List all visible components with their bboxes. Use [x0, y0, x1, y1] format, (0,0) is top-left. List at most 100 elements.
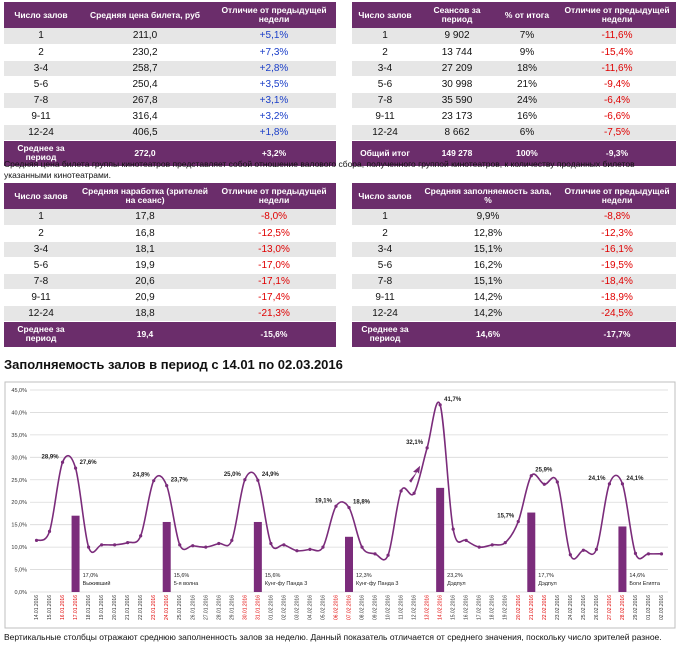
- table-row: 2 230,2 +7,3%: [4, 44, 336, 61]
- total-row: Среднее за период 19,4 -15,6%: [4, 321, 336, 348]
- table-row: 12-24 14,2% -24,5%: [352, 305, 676, 322]
- week-bar: [527, 512, 536, 592]
- table-cell: 3-4: [352, 241, 418, 258]
- table-cell: -24,5%: [558, 305, 676, 322]
- table-row: 3-4 18,1 -13,0%: [4, 241, 336, 258]
- total-cell: Общий итог: [352, 140, 418, 167]
- bar-film-label: Выживший: [83, 580, 111, 587]
- x-tick-label: 11.02.2016: [399, 595, 405, 620]
- footnote: Вертикальные столбцы отражают среднюю за…: [4, 632, 662, 642]
- total-cell: 14,6%: [418, 321, 558, 348]
- table-cell: 211,0: [78, 28, 212, 45]
- point-label: 23,7%: [171, 478, 189, 484]
- table-cell: 6%: [496, 124, 558, 141]
- x-tick-label: 28.02.2016: [620, 595, 626, 620]
- table-row: 5-6 19,9 -17,0%: [4, 257, 336, 274]
- table-row: 5-6 16,2% -19,5%: [352, 257, 676, 274]
- total-row: Среднее за период 272,0 +3,2%: [4, 140, 336, 167]
- table-cell: 5-6: [352, 76, 418, 93]
- table-cell: 3-4: [352, 60, 418, 77]
- table-row: 2 16,8 -12,5%: [4, 225, 336, 242]
- x-tick-label: 27.01.2016: [203, 595, 209, 620]
- sessions-table: Число залов Сеансов за период % от итога…: [352, 2, 676, 167]
- data-point: [620, 482, 625, 486]
- data-point: [594, 547, 598, 551]
- table-cell: 16%: [496, 108, 558, 125]
- y-tick-label: 10,0%: [11, 545, 27, 551]
- table-cell: 17,8: [78, 209, 212, 226]
- table-cell: 267,8: [78, 92, 212, 109]
- table-cell: 7%: [496, 28, 558, 45]
- price-header-price: Средняя цена билета, руб: [78, 2, 212, 28]
- table-cell: 9-11: [352, 289, 418, 306]
- x-tick-label: 02.02.2016: [281, 595, 287, 620]
- load-header-avg: Средняя наработка (зрителей на сеанс): [78, 183, 212, 209]
- occupancy-line: [36, 401, 662, 561]
- x-tick-label: 15.01.2016: [47, 595, 53, 620]
- table-cell: 5-6: [352, 257, 418, 274]
- table-cell: -15,4%: [558, 44, 676, 61]
- x-tick-label: 25.02.2016: [581, 595, 587, 620]
- table-cell: 9,9%: [418, 209, 558, 226]
- table-cell: 18,8: [78, 305, 212, 322]
- sessions-header-pct: % от итога: [496, 2, 558, 28]
- table-cell: -18,4%: [558, 273, 676, 290]
- table-cell: 13 744: [418, 44, 496, 61]
- occupancy-header-avg: Средняя заполняемость зала, %: [418, 183, 558, 209]
- table-cell: 2: [352, 225, 418, 242]
- price-note: Средняя цена билета группы кинотеатров п…: [4, 159, 635, 180]
- table-cell: 30 998: [418, 76, 496, 93]
- table-cell: +2,8%: [212, 60, 336, 77]
- bar-value-label: 15,6%: [265, 573, 281, 579]
- table-cell: 23 173: [418, 108, 496, 125]
- bar-film-label: Кунг-фу Панда 3: [265, 581, 307, 587]
- sessions-header-count: Сеансов за период: [418, 2, 496, 28]
- load-header-diff: Отличие от предыдущей недели: [212, 183, 336, 209]
- table-cell: 12,8%: [418, 225, 558, 242]
- x-tick-label: 07.02.2016: [347, 595, 353, 620]
- x-tick-label: 17.02.2016: [477, 595, 483, 620]
- x-tick-label: 03.02.2016: [294, 595, 300, 620]
- data-point: [347, 506, 351, 510]
- x-tick-label: 17.01.2016: [73, 595, 79, 620]
- table-row: 5-6 250,4 +3,5%: [4, 76, 336, 93]
- table-cell: -11,6%: [558, 28, 676, 45]
- table-cell: 19,9: [78, 257, 212, 274]
- data-point: [568, 553, 572, 557]
- table-cell: -19,5%: [558, 257, 676, 274]
- x-tick-label: 27.02.2016: [607, 595, 613, 620]
- table-cell: 7-8: [352, 92, 418, 109]
- x-tick-label: 29.02.2016: [633, 595, 639, 620]
- table-row: 2 13 744 9% -15,4%: [352, 44, 676, 61]
- table-cell: +5,1%: [212, 28, 336, 45]
- data-point: [34, 538, 39, 542]
- data-point: [86, 545, 91, 549]
- week-bar: [618, 526, 627, 592]
- data-point: [399, 489, 403, 493]
- data-point: [516, 519, 520, 524]
- table-cell: -12,3%: [558, 225, 676, 242]
- table-cell: -9,4%: [558, 76, 676, 93]
- table-cell: 7-8: [4, 92, 78, 109]
- y-tick-label: 15,0%: [11, 523, 27, 529]
- table-row: 3-4 15,1% -16,1%: [352, 241, 676, 258]
- table-row: 2 12,8% -12,3%: [352, 225, 676, 242]
- x-tick-label: 10.02.2016: [386, 595, 392, 620]
- table-cell: 18%: [496, 60, 558, 77]
- table-cell: +3,2%: [212, 108, 336, 125]
- table-cell: 1: [352, 28, 418, 45]
- table-cell: 16,8: [78, 225, 212, 242]
- total-cell: 272,0: [78, 140, 212, 167]
- data-point: [360, 545, 364, 549]
- data-point: [230, 538, 234, 542]
- point-label: 24,9%: [262, 472, 280, 478]
- table-cell: 258,7: [78, 60, 212, 77]
- x-tick-label: 26.01.2016: [190, 595, 196, 620]
- x-tick-label: 15.02.2016: [451, 595, 457, 620]
- total-cell: -9,3%: [558, 140, 676, 167]
- bar-value-label: 12,3%: [356, 573, 372, 579]
- table-cell: +1,8%: [212, 124, 336, 141]
- data-point: [282, 543, 286, 547]
- data-point: [204, 545, 208, 549]
- x-tick-label: 29.01.2016: [229, 595, 235, 620]
